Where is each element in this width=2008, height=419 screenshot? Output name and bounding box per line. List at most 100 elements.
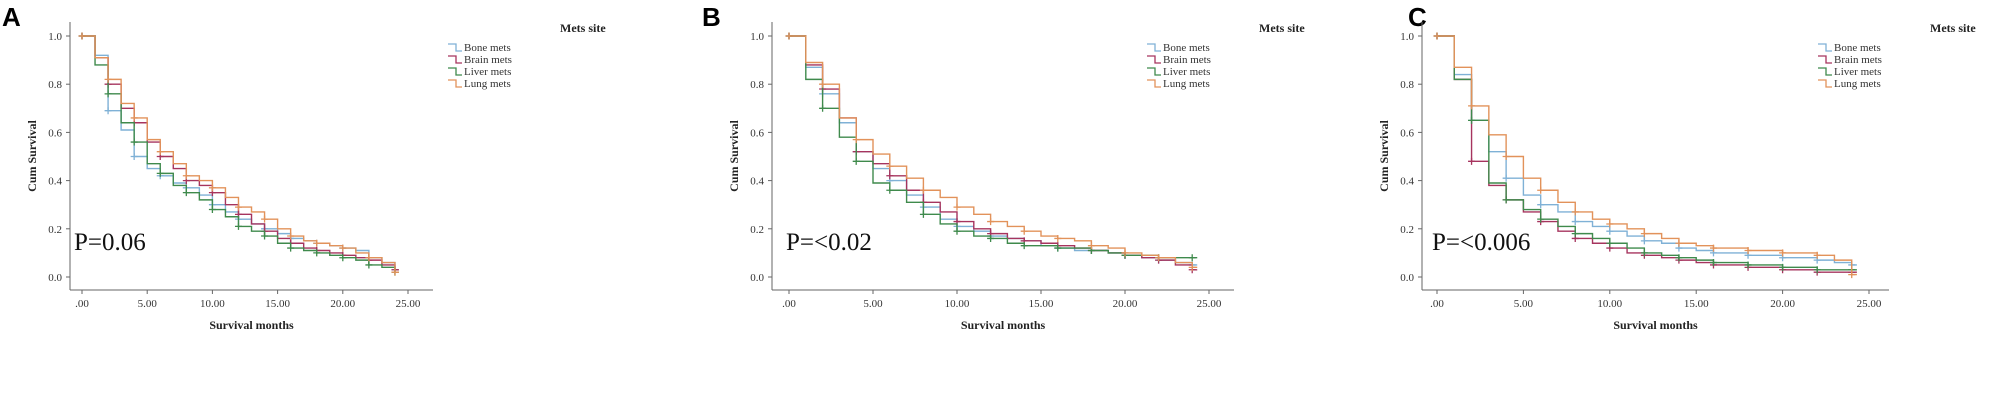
y-tick-label: 0.6 [1400, 127, 1414, 139]
x-tick-label: 10.00 [200, 298, 225, 310]
x-tick-label: 5.00 [863, 298, 883, 310]
censor-mark-lung-mets [130, 114, 138, 122]
x-tick-label: 25.00 [396, 298, 421, 310]
y-tick-label: 0.0 [1400, 272, 1414, 284]
censor-mark-liver-mets [1640, 249, 1648, 257]
p-value-annotation: P=<0.02 [786, 229, 872, 256]
p-value-annotation: P=<0.006 [1432, 229, 1530, 256]
censor-mark-lung-mets [953, 203, 961, 211]
censor-mark-lung-mets [339, 244, 347, 252]
x-tick-label: 25.00 [1857, 298, 1882, 310]
legend-swatch-lung-mets [1147, 79, 1161, 88]
censor-mark-liver-mets [208, 206, 216, 214]
censor-mark-liver-mets [1606, 239, 1614, 247]
legend-swatch-bone-mets [1818, 43, 1832, 52]
legend-label-lung-mets: Lung mets [1163, 78, 1210, 90]
y-tick-label: 0.8 [1400, 79, 1414, 91]
y-tick-label: 0.2 [48, 224, 62, 236]
censor-mark-lung-mets [1675, 239, 1683, 247]
censor-mark-liver-mets [1054, 244, 1062, 252]
legend-label-brain-mets: Brain mets [464, 54, 512, 66]
censor-mark-lung-mets [1087, 242, 1095, 250]
censor-mark-liver-mets [104, 90, 112, 98]
legend-swatch-liver-mets [1818, 67, 1832, 76]
y-tick-label: 0.4 [1400, 176, 1414, 188]
censor-mark-lung-mets [1606, 220, 1614, 228]
y-tick-label: 1.0 [48, 31, 62, 43]
panel-letter: C [1408, 2, 1427, 32]
y-tick-label: 0.0 [750, 272, 764, 284]
censor-mark-liver-mets [365, 261, 373, 269]
censor-mark-lung-mets [287, 232, 295, 240]
censor-mark-lung-mets [785, 32, 793, 40]
censor-mark-liver-mets [886, 186, 894, 194]
legend-title: Mets site [560, 21, 606, 35]
censor-mark-lung-mets [1848, 271, 1856, 279]
x-tick-label: 15.00 [1029, 298, 1054, 310]
censor-mark-liver-mets [339, 254, 347, 262]
y-tick-label: 0.6 [750, 127, 764, 139]
censor-mark-lung-mets [1433, 32, 1441, 40]
censor-mark-liver-mets [919, 210, 927, 218]
legend-label-bone-mets: Bone mets [1834, 42, 1881, 54]
censor-mark-lung-mets [313, 239, 321, 247]
censor-mark-liver-mets [819, 104, 827, 112]
censor-mark-liver-mets [130, 138, 138, 146]
censor-mark-liver-mets [261, 232, 269, 240]
y-tick-label: 0.2 [750, 224, 764, 236]
censor-mark-liver-mets [1502, 196, 1510, 204]
censor-mark-lung-mets [1188, 263, 1196, 271]
km-curve-lung-mets [1437, 35, 1857, 276]
panel-c: C 0.0 0.2 0.4 0.6 0.8 1.0 .00 5.00 10.00 15.00 20.0… [1377, 2, 1976, 332]
x-tick-label: 15.00 [1684, 298, 1709, 310]
censor-mark-lung-mets [852, 136, 860, 144]
x-tick-label: 20.00 [1770, 298, 1795, 310]
p-value-annotation: P=0.06 [74, 229, 146, 256]
x-tick-label: 15.00 [265, 298, 290, 310]
censor-mark-brain-mets [1468, 157, 1476, 165]
x-tick-label: 5.00 [1514, 298, 1534, 310]
censor-mark-liver-mets [287, 244, 295, 252]
legend-title: Mets site [1930, 21, 1976, 35]
km-curve-liver-mets [789, 35, 1198, 259]
censor-mark-lung-mets [1813, 251, 1821, 259]
censor-mark-lung-mets [78, 32, 86, 40]
censor-mark-lung-mets [1054, 234, 1062, 242]
y-tick-label: 0.2 [1400, 224, 1414, 236]
legend-label-bone-mets: Bone mets [1163, 42, 1210, 54]
censor-mark-bone-mets [130, 153, 138, 160]
censor-mark-bone-mets [1502, 174, 1510, 182]
censor-mark-lung-mets [886, 162, 894, 170]
legend-label-liver-mets: Liver mets [1163, 66, 1210, 78]
x-tick-label: .00 [782, 298, 796, 310]
y-tick-label: 0.6 [48, 127, 62, 139]
x-tick-label: 10.00 [945, 298, 970, 310]
censor-mark-liver-mets [1779, 263, 1787, 271]
censor-mark-lung-mets [234, 203, 242, 211]
x-tick-label: 10.00 [1597, 298, 1622, 310]
censor-mark-liver-mets [1020, 242, 1028, 250]
y-tick-label: 0.8 [750, 79, 764, 91]
x-tick-label: 20.00 [330, 298, 355, 310]
censor-mark-lung-mets [1020, 227, 1028, 235]
legend-swatch-liver-mets [448, 67, 462, 76]
censor-mark-bone-mets [104, 107, 112, 115]
censor-mark-liver-mets [1571, 230, 1579, 238]
y-axis-label: Cum Survival [25, 120, 39, 192]
censor-mark-lung-mets [819, 80, 827, 88]
y-tick-label: 0.0 [48, 272, 62, 284]
censor-mark-bone-mets [1606, 227, 1614, 235]
censor-mark-liver-mets [1744, 261, 1752, 269]
y-tick-label: 1.0 [1400, 31, 1414, 43]
y-axis-label: Cum Survival [1377, 120, 1391, 192]
censor-mark-liver-mets [182, 189, 190, 197]
censor-mark-liver-mets [313, 249, 321, 257]
legend-swatch-brain-mets [1147, 55, 1161, 64]
censor-mark-lung-mets [365, 254, 373, 262]
y-tick-label: 0.4 [48, 176, 62, 188]
censor-mark-liver-mets [156, 169, 164, 177]
censor-mark-lung-mets [987, 218, 995, 226]
panel-a: A 0.0 0.2 0.4 0.6 0.8 1.0 .00 5.00 10.00 15.00 20.0… [2, 2, 606, 332]
